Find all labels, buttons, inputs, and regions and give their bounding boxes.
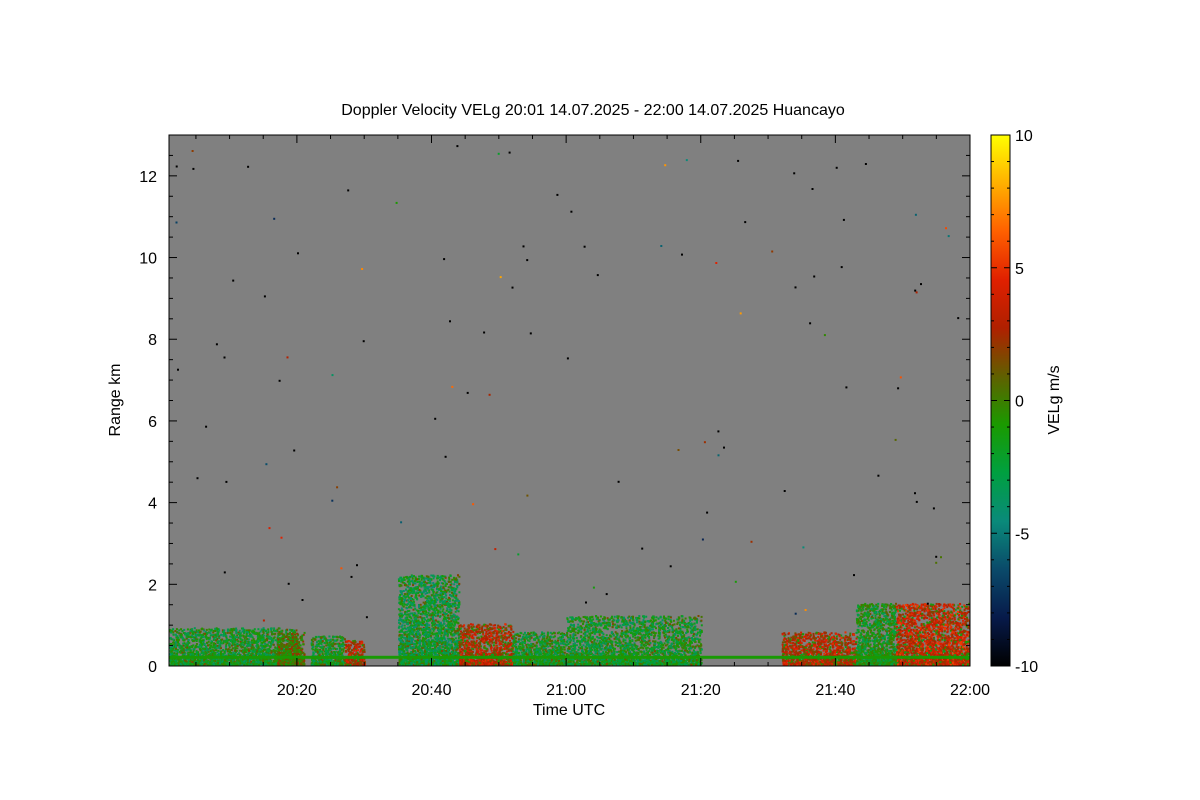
x-axis-label: Time UTC: [533, 702, 605, 719]
colorbar-tick-label: 10: [1015, 128, 1033, 145]
x-tick-label: 20:40: [411, 682, 451, 699]
y-axis-label: Range km: [107, 364, 124, 437]
x-tick-label: 22:00: [950, 682, 990, 699]
chart-title: Doppler Velocity VELg 20:01 14.07.2025 -…: [341, 102, 845, 119]
echo-region: [310, 635, 346, 666]
colorbar-tick-label: -10: [1015, 659, 1038, 676]
x-tick-label: 21:40: [815, 682, 855, 699]
colorbar-tick-label: 0: [1015, 394, 1024, 411]
y-tick-label: 4: [148, 496, 157, 513]
near-ground-band: [169, 655, 970, 659]
x-tick-label: 20:20: [277, 682, 317, 699]
echo-region: [855, 602, 898, 666]
x-axis: 20:20 20:40 21:00 21:20 21:40 22:00: [195, 135, 990, 699]
y-tick-label: 2: [148, 577, 157, 594]
echo-region: [512, 631, 569, 666]
x-tick-label: 21:20: [681, 682, 721, 699]
y-tick-label: 0: [148, 659, 157, 676]
plot-background: [169, 135, 970, 666]
y-tick-label: 12: [139, 169, 157, 186]
y-tick-label: 8: [148, 332, 157, 349]
x-tick-label: 21:00: [546, 682, 586, 699]
echo-pixels: [169, 145, 970, 666]
y-tick-label: 6: [148, 414, 157, 431]
colorbar-ticks: -10 -5 0 5 10: [991, 128, 1038, 676]
y-tick-label: 10: [139, 251, 157, 268]
y-axis: 0 2 4 6 8 10 12: [139, 134, 970, 676]
noise-speckles: [175, 145, 960, 622]
colorbar-tick-label: 5: [1015, 261, 1024, 278]
echo-region: [276, 631, 306, 666]
colorbar-tick-label: -5: [1015, 526, 1029, 543]
colorbar-label: VELg m/s: [1046, 365, 1063, 434]
echo-region: [397, 574, 461, 666]
